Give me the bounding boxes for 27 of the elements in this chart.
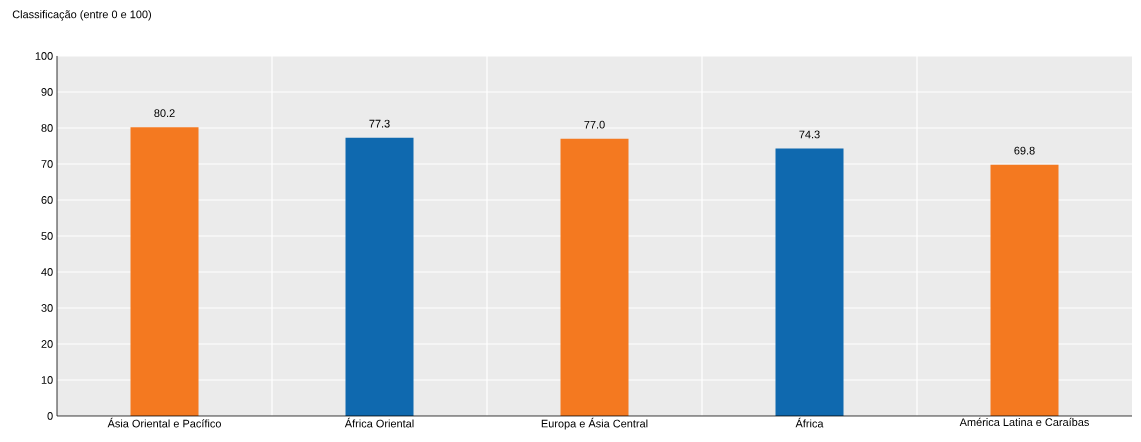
bar bbox=[345, 137, 414, 416]
data-label: 77.3 bbox=[369, 119, 390, 128]
bar bbox=[560, 138, 629, 416]
y-tick-label: 30 bbox=[41, 304, 53, 312]
bar bbox=[775, 148, 844, 416]
x-tick-label: África Oriental bbox=[344, 417, 414, 428]
data-label: 74.3 bbox=[799, 130, 820, 139]
x-tick-label: Ásia Oriental e Pacífico bbox=[107, 417, 221, 428]
bar bbox=[130, 127, 199, 416]
x-tick-label: África bbox=[795, 417, 824, 428]
y-tick-label: 20 bbox=[41, 340, 53, 348]
y-tick-label: 80 bbox=[41, 124, 53, 132]
y-tick-label: 40 bbox=[41, 268, 53, 276]
y-tick-label: 100 bbox=[35, 52, 53, 60]
y-tick-label: 70 bbox=[41, 160, 53, 168]
x-tick-label: América Latina e Caraíbas bbox=[959, 417, 1089, 427]
y-tick-label: 10 bbox=[41, 376, 53, 384]
y-tick-label: 0 bbox=[47, 412, 53, 420]
data-label: 80.2 bbox=[154, 109, 175, 118]
bar bbox=[990, 164, 1059, 416]
data-label: 69.8 bbox=[1014, 146, 1035, 155]
y-tick-label: 60 bbox=[41, 196, 53, 204]
y-tick-label: 90 bbox=[41, 88, 53, 96]
data-label: 77.0 bbox=[584, 120, 605, 129]
x-tick-label: Europa e Ásia Central bbox=[541, 417, 648, 430]
y-axis-title: Classificação (entre 0 e 100) bbox=[12, 10, 151, 21]
y-tick-label: 50 bbox=[41, 232, 53, 240]
